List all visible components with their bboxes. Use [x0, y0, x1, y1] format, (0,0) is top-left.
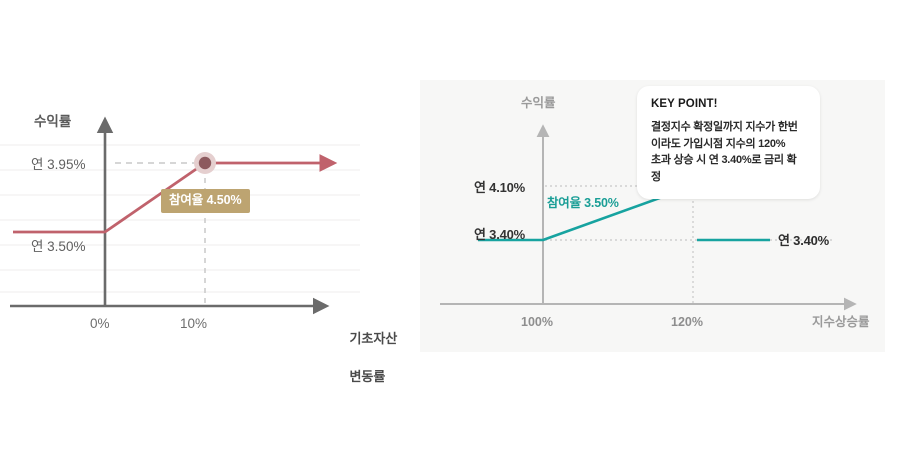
left-chart-return-line: [13, 161, 206, 234]
left-chart-y-tick-upper: 연 3.95%: [31, 157, 86, 172]
right-chart-participation-line: [478, 184, 694, 242]
callout-body-line1: 결정지수 확정일까지 지수가 한번: [651, 121, 798, 133]
callout-body-line3: 초과 상승 시 연 3.40%로 금리 확정: [651, 154, 797, 184]
callout-body: 결정지수 확정일까지 지수가 한번 이라도 가입시점 지수의 120% 초과 상…: [651, 119, 806, 186]
left-chart-y-tick-lower: 연 3.50%: [31, 239, 86, 254]
left-chart-y-axis-title: 수익률: [34, 114, 72, 129]
right-chart-y-tick-lower: 연 3.40%: [474, 227, 526, 242]
right-chart-x-axis-title: 지수상승률: [812, 315, 870, 329]
left-chart-marker-dot: [198, 156, 212, 170]
key-point-callout: KEY POINT! 결정지수 확정일까지 지수가 한번 이라도 가입시점 지수…: [637, 86, 820, 199]
right-chart-x-tick-100: 100%: [521, 315, 553, 329]
callout-body-line2: 이라도 가입시점 지수의 120%: [651, 137, 786, 150]
left-chart-x-axis-title-line1: 기초자산: [349, 330, 398, 346]
right-chart-end-rate-label: 연 3.40%: [778, 233, 830, 248]
right-chart-y-axis-title: 수익률: [521, 96, 556, 110]
callout-title: KEY POINT!: [651, 98, 718, 110]
left-chart-participation-badge: 참여율 4.50%: [161, 189, 250, 213]
right-chart-y-tick-upper: 연 4.10%: [474, 180, 526, 195]
left-chart-x-tick-10: 10%: [180, 316, 208, 331]
left-chart-x-axis-title: 기초자산 변동률: [335, 311, 397, 405]
left-chart-x-tick-0: 0%: [90, 316, 110, 331]
right-chart-participation-label: 참여율 3.50%: [547, 196, 619, 210]
left-chart-x-axis-title-line2: 변동률: [349, 368, 386, 384]
right-chart-x-tick-120: 120%: [671, 315, 703, 329]
